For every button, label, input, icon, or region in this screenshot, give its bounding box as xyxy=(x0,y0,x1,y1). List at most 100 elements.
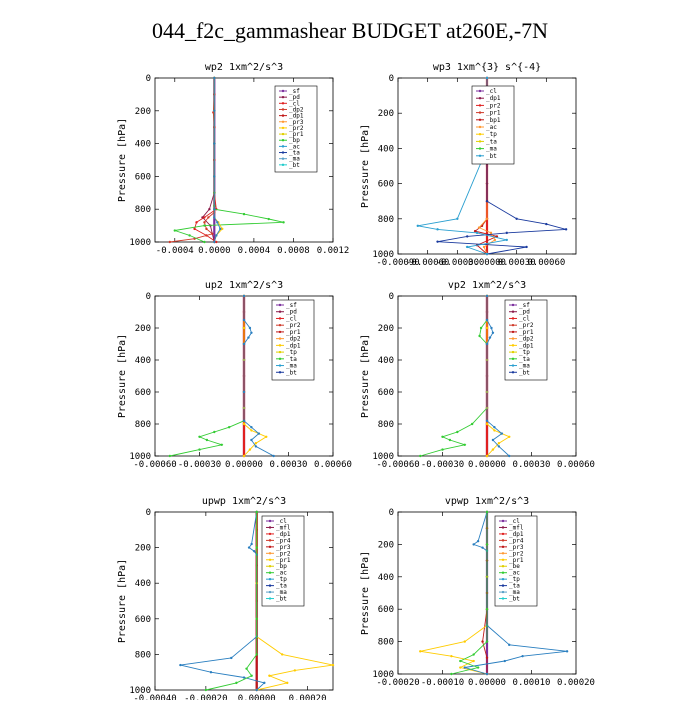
series-point xyxy=(213,175,216,178)
legend-marker xyxy=(268,526,272,529)
legend-marker xyxy=(478,125,482,129)
series-line xyxy=(486,296,510,457)
series-line xyxy=(205,512,258,691)
panel-6: vpwp 1xm^2/s^3 Pressure [hPa] 0 200 400 600 80… xyxy=(360,496,595,688)
series-point xyxy=(485,342,489,346)
y-tick-label: 0 xyxy=(389,508,394,518)
legend-entry: _ma xyxy=(286,363,297,370)
series-point xyxy=(508,643,511,647)
plot-frame xyxy=(154,511,334,691)
series-point xyxy=(485,294,489,298)
series-point xyxy=(293,669,297,672)
series-point xyxy=(564,228,568,231)
x-tick-label: -0.00060 xyxy=(406,258,449,268)
series-line xyxy=(243,296,268,457)
series-point xyxy=(515,217,518,220)
series-point xyxy=(485,454,489,458)
y-tick-label: 600 xyxy=(135,172,151,182)
series-point xyxy=(255,546,258,549)
series-point xyxy=(545,222,548,226)
legend-marker xyxy=(281,114,285,117)
legend-entry: _dp1 xyxy=(486,95,501,102)
series-point xyxy=(252,549,256,553)
y-tick-label: 0 xyxy=(389,292,394,302)
legend-entry: _pr1 xyxy=(286,329,301,336)
legend-entry: _bp xyxy=(276,563,287,570)
legend-marker xyxy=(281,145,285,148)
series-point xyxy=(255,688,258,692)
series-point xyxy=(485,422,489,426)
legend-marker xyxy=(478,147,482,150)
legend-marker xyxy=(281,89,285,93)
series-point xyxy=(242,294,246,298)
legend-entry: _bt xyxy=(509,596,520,603)
series-line xyxy=(213,78,221,243)
series-point xyxy=(207,216,210,219)
legend-entry: _dp1 xyxy=(289,113,304,120)
legend-entry: _pr2 xyxy=(486,102,501,109)
series-point xyxy=(205,438,209,442)
series-point xyxy=(242,422,246,426)
legend-entry: _bt xyxy=(519,369,530,376)
series-point xyxy=(485,326,489,330)
series-point xyxy=(491,438,495,442)
series-point xyxy=(268,674,271,677)
series-point xyxy=(242,676,246,679)
x-tick-label: 0.00030 xyxy=(498,258,536,268)
series-point xyxy=(203,221,206,224)
y-tick-label: 400 xyxy=(135,140,151,150)
x-tick-label: -0.00030 xyxy=(421,460,464,470)
series-point xyxy=(220,443,223,446)
x-tick-label: 0.00000 xyxy=(468,678,506,688)
y-tick-label: 1000 xyxy=(129,686,151,696)
series-point xyxy=(459,666,462,669)
legend-box xyxy=(471,85,515,165)
series-point xyxy=(263,681,266,685)
series-point xyxy=(466,245,469,249)
series-point xyxy=(272,454,275,458)
panel-1: wp2 1xm^2/s^3 Pressure [hPa] 0 200 400 600 800… xyxy=(117,62,349,256)
y-tick-label: 200 xyxy=(378,540,394,550)
series-point xyxy=(242,326,246,330)
legend-entry: _ta xyxy=(509,583,520,590)
legend-entry: _dp1 xyxy=(519,342,534,349)
series-point xyxy=(488,336,492,339)
y-tick-label: 800 xyxy=(135,420,151,430)
legend-marker xyxy=(511,330,515,334)
series-line xyxy=(180,511,266,691)
y-tick-label: 1000 xyxy=(372,452,394,462)
series-point xyxy=(179,663,182,667)
series-point xyxy=(203,216,206,219)
series-point xyxy=(436,228,439,231)
series-point xyxy=(235,681,238,685)
figure-title: 044_f2c_gammashear BUDGET at260E,-7N xyxy=(151,18,549,43)
series-point xyxy=(508,435,511,438)
series-point xyxy=(500,432,504,435)
y-tick-label: 1000 xyxy=(129,452,151,462)
legend-entry: _pd xyxy=(286,309,297,316)
series-point xyxy=(195,221,198,224)
series-point xyxy=(265,435,268,438)
legend-entry: _pr1 xyxy=(486,110,501,117)
series-point xyxy=(247,546,251,549)
series-point xyxy=(247,336,250,339)
legend-marker xyxy=(501,584,505,587)
legend-marker xyxy=(501,597,505,600)
legend-entry: _bt xyxy=(289,162,300,169)
y-tick-label: 200 xyxy=(378,109,394,119)
series-point xyxy=(448,438,452,442)
series-line xyxy=(451,512,488,675)
legend-marker xyxy=(511,357,515,361)
x-tick-label: -0.00090 xyxy=(376,258,419,268)
series-point xyxy=(416,224,419,228)
y-axis-label: Pressure [hPa] xyxy=(117,334,128,418)
series-point xyxy=(248,448,252,451)
series-point xyxy=(472,653,475,656)
series-point xyxy=(215,234,218,237)
legend-entry: _sf xyxy=(519,302,530,309)
series-point xyxy=(476,539,480,543)
legend-entry: _ta xyxy=(289,150,300,157)
legend-marker xyxy=(278,317,282,320)
y-tick-label: 0 xyxy=(389,74,394,84)
